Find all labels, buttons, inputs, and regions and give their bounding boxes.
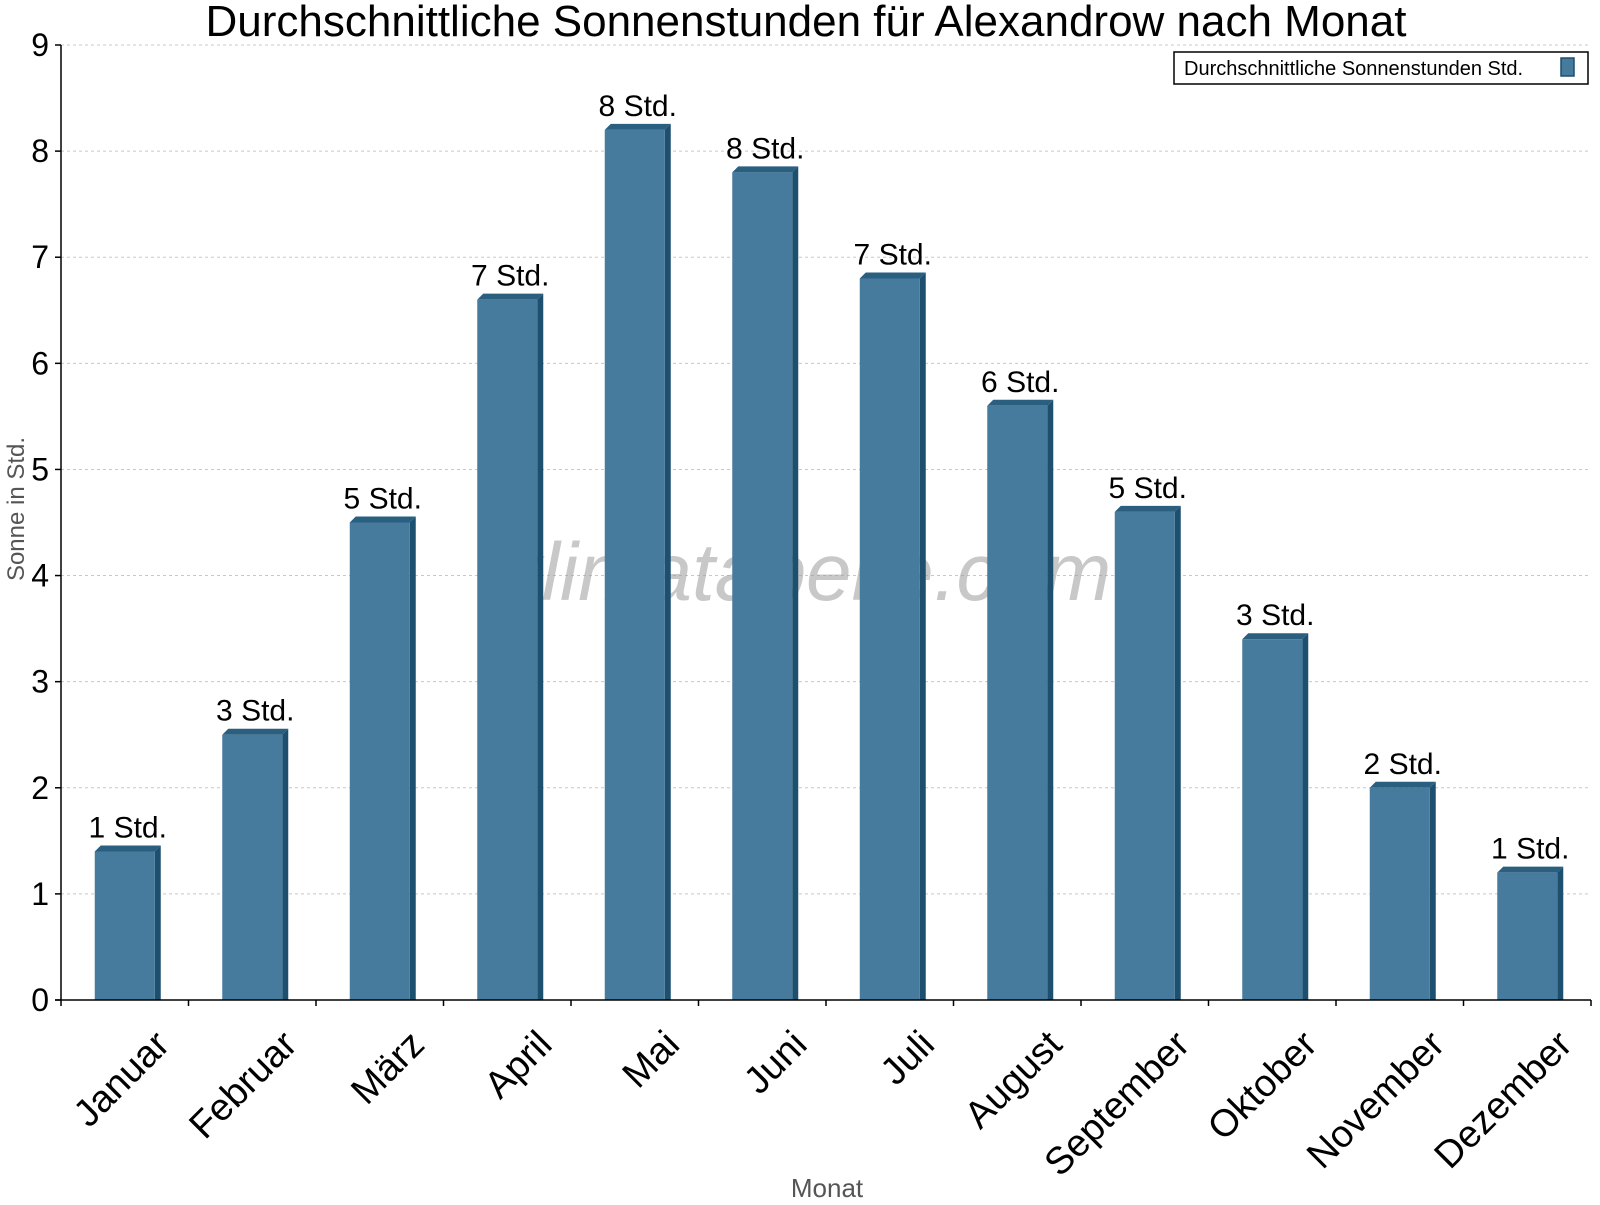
- bar: [1497, 872, 1558, 1000]
- y-tick-label: 1: [31, 876, 49, 912]
- bar-top: [859, 272, 926, 279]
- y-tick-label: 7: [31, 239, 49, 275]
- y-axis-label: Sonne in Std.: [3, 437, 30, 581]
- y-tick-label: 5: [31, 451, 49, 487]
- bar-group: 1 Std.: [89, 811, 167, 1000]
- data-label: 1 Std.: [89, 811, 167, 844]
- y-tick-label: 4: [31, 558, 49, 594]
- bar-group: 3 Std.: [216, 695, 294, 1000]
- bar: [349, 522, 410, 1000]
- x-tick-label: November: [1299, 1023, 1453, 1177]
- bar: [1369, 787, 1430, 1000]
- bar-group: 5 Std.: [344, 483, 422, 1000]
- bar-top: [732, 166, 799, 173]
- bar-side: [664, 123, 671, 1000]
- bar: [732, 172, 793, 1001]
- bar-side: [1174, 505, 1181, 1000]
- bar: [859, 278, 920, 1000]
- bar-group: 7 Std.: [471, 260, 549, 1001]
- bar-side: [154, 845, 161, 1000]
- bar-top: [604, 123, 671, 130]
- y-tick-label: 3: [31, 664, 49, 700]
- bar-group: 6 Std.: [981, 366, 1059, 1000]
- bar-side: [1047, 399, 1054, 1000]
- data-label: 5 Std.: [344, 483, 422, 516]
- legend-box: [1173, 51, 1589, 85]
- y-tick-label: 0: [31, 982, 49, 1018]
- bar: [94, 851, 155, 1000]
- x-tick-label: Dezember: [1427, 1023, 1581, 1177]
- data-label: 5 Std.: [1109, 472, 1187, 505]
- bar-top: [477, 293, 544, 300]
- chart-title: Durchschnittliche Sonnenstunden für Alex…: [206, 0, 1407, 46]
- data-label: 7 Std.: [471, 260, 549, 293]
- data-label: 7 Std.: [854, 238, 932, 271]
- bar-group: 8 Std.: [726, 132, 804, 1001]
- x-tick-label: Oktober: [1200, 1023, 1326, 1149]
- legend-swatch: [1560, 57, 1575, 77]
- bar-side: [409, 516, 416, 1000]
- bar-top: [987, 399, 1054, 406]
- bar: [477, 299, 538, 1001]
- data-label: 8 Std.: [726, 132, 804, 165]
- grid-lines: [61, 44, 1591, 895]
- bar: [222, 734, 283, 1000]
- bar-group: 3 Std.: [1236, 599, 1314, 1000]
- bar-side: [1557, 866, 1564, 1000]
- x-tick-label: März: [343, 1023, 432, 1112]
- bar-group: 8 Std.: [599, 90, 677, 1000]
- bar: [1114, 511, 1175, 1000]
- bar-side: [1429, 781, 1436, 1000]
- bar-side: [792, 166, 799, 1001]
- data-label: 2 Std.: [1364, 748, 1442, 781]
- bar: [1242, 639, 1303, 1000]
- bar-group: 1 Std.: [1491, 833, 1569, 1000]
- x-tick-label: Juli: [873, 1023, 943, 1093]
- bar-top: [1497, 866, 1564, 873]
- bar-side: [1302, 633, 1309, 1000]
- y-tick-label: 6: [31, 345, 49, 381]
- bar: [604, 129, 665, 1000]
- bar-group: 5 Std.: [1109, 472, 1187, 1000]
- bar-top: [349, 516, 416, 523]
- y-tick-label: 9: [31, 27, 49, 63]
- x-tick-label: Januar: [66, 1023, 178, 1135]
- legend: Durchschnittliche Sonnenstunden Std.: [1173, 51, 1589, 85]
- bar-top: [94, 845, 161, 852]
- data-label: 6 Std.: [981, 366, 1059, 399]
- bar-side: [537, 293, 544, 1001]
- x-tick-label: Februar: [181, 1023, 305, 1147]
- data-label: 3 Std.: [1236, 599, 1314, 632]
- bar-top: [1114, 505, 1181, 512]
- bar-side: [282, 728, 289, 1000]
- bar-top: [1369, 781, 1436, 788]
- bars: 1 Std. 3 Std. 5 Std. 7 Std. 8 Std. 8 Std. 7 St…: [89, 90, 1569, 1001]
- bar: [987, 405, 1048, 1000]
- data-label: 1 Std.: [1491, 833, 1569, 866]
- x-tick-label: August: [957, 1023, 1071, 1137]
- bar-top: [222, 728, 289, 735]
- data-label: 3 Std.: [216, 695, 294, 728]
- y-tick-label: 8: [31, 133, 49, 169]
- x-tick-label: April: [477, 1023, 560, 1106]
- legend-label: Durchschnittliche Sonnenstunden Std.: [1184, 58, 1523, 80]
- data-label: 8 Std.: [599, 90, 677, 123]
- x-axis-label: Monat: [791, 1173, 864, 1200]
- bar-group: 7 Std.: [854, 238, 932, 1000]
- x-tick-label: Juni: [736, 1023, 815, 1102]
- x-tick-label: Mai: [615, 1023, 688, 1096]
- bar-group: 2 Std.: [1364, 748, 1442, 1000]
- bar-side: [919, 272, 926, 1000]
- bar-top: [1242, 633, 1309, 640]
- y-tick-label: 2: [31, 770, 49, 806]
